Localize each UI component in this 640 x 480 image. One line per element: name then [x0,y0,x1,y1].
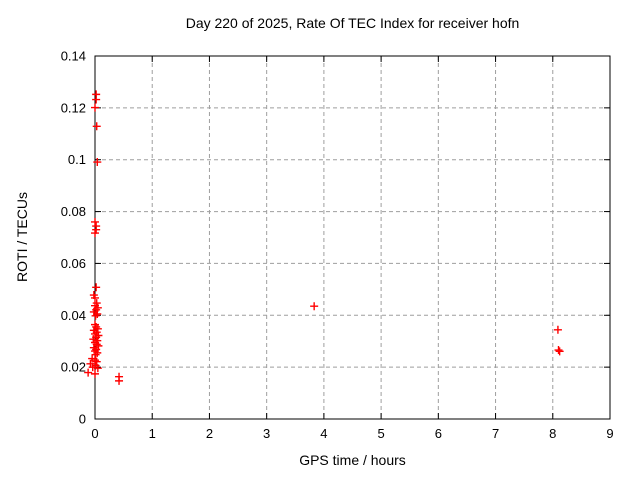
x-tick-label: 7 [492,426,499,441]
y-tick-label: 0 [79,412,86,427]
data-point [92,225,101,234]
x-tick-label: 8 [549,426,556,441]
data-point [91,217,99,226]
data-point [93,324,102,333]
data-point [555,347,564,356]
data-point [92,357,101,366]
x-tick-label: 4 [320,426,327,441]
data-point [92,95,101,104]
data-point [93,309,102,318]
data-point [93,158,102,167]
y-tick-label: 0.02 [61,360,86,375]
data-point [89,335,98,344]
data-point [84,368,93,377]
data-point [88,363,97,372]
data-point [91,338,99,347]
x-tick-label: 2 [206,426,213,441]
plot-border [94,55,611,420]
data-point [92,122,101,131]
data-point [91,229,99,238]
y-tick-label: 0.04 [61,308,86,323]
x-axis-label: GPS time / hours [299,452,406,468]
data-point [91,329,99,338]
y-tick-label: 0.08 [61,204,86,219]
data-point [115,376,124,385]
y-tick-label: 0.12 [61,100,86,115]
x-tick-label: 3 [263,426,270,441]
data-point [310,302,319,311]
y-tick-label: 0.1 [68,152,86,167]
chart-title: Day 220 of 2025, Rate Of TEC Index for r… [185,15,520,31]
data-point [93,348,102,357]
y-tick-label: 0.14 [61,49,86,64]
x-tick-label: 9 [606,426,613,441]
data-point [553,325,562,334]
data-point [92,283,101,292]
data-point [91,103,99,112]
x-tick-label: 5 [377,426,384,441]
data-point [91,293,99,302]
data-point [93,364,102,373]
x-tick-label: 1 [149,426,156,441]
data-point [554,346,563,355]
data-point [91,369,99,378]
x-tick-label: 6 [435,426,442,441]
y-tick-label: 0.06 [61,256,86,271]
data-point [91,311,100,320]
x-tick-label: 0 [91,426,98,441]
